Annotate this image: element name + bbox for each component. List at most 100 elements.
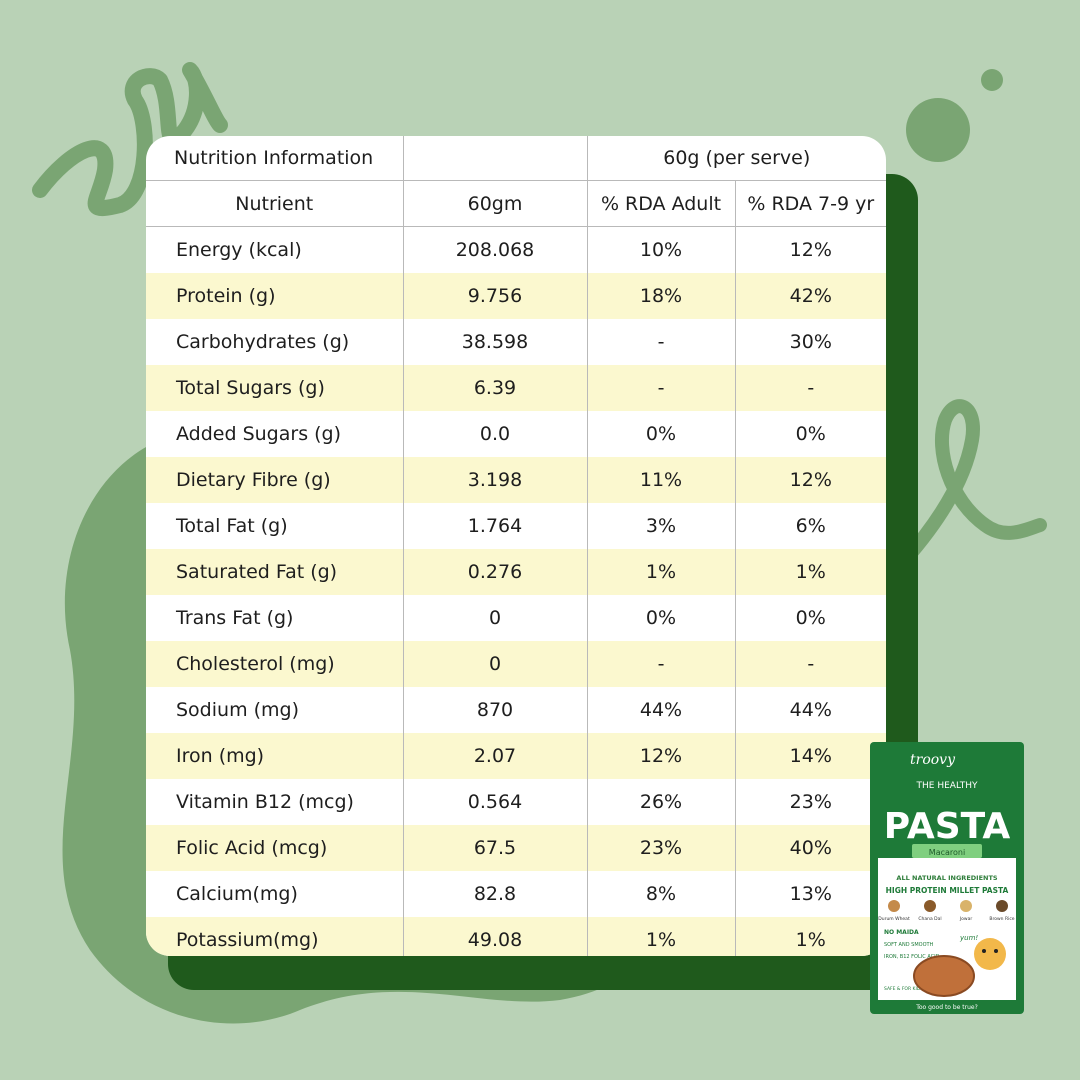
rda-adult-value: 3% <box>587 503 736 549</box>
column-header-amount: 60gm <box>403 180 588 227</box>
table-row: Iron (mg) 2.07 12% 14% <box>146 733 886 779</box>
column-header-nutrient: Nutrient <box>146 180 404 227</box>
nutrient-name: Energy (kcal) <box>146 226 404 273</box>
nutrient-name: Added Sugars (g) <box>146 411 404 457</box>
table-row: Vitamin B12 (mcg) 0.564 26% 23% <box>146 779 886 825</box>
pasta-bowl-icon <box>913 955 975 997</box>
rda-adult-value: 1% <box>587 917 736 956</box>
nutrient-amount: 3.198 <box>403 457 588 503</box>
nutrient-name: Iron (mg) <box>146 733 404 779</box>
nutrition-table: Nutrition Information 60g (per serve) Nu… <box>146 136 886 956</box>
rda-child-value: - <box>735 365 886 411</box>
nutrient-name: Dietary Fibre (g) <box>146 457 404 503</box>
nutrient-amount: 1.764 <box>403 503 588 549</box>
badge-soft: SOFT AND SMOOTH <box>884 942 934 948</box>
nutrition-card: Nutrition Information 60g (per serve) Nu… <box>146 136 886 956</box>
rda-child-value: 30% <box>789 331 832 353</box>
table-row: Carbohydrates (g) 38.598- 30% <box>146 319 886 365</box>
nutrient-name: Saturated Fat (g) <box>146 549 404 595</box>
rda-child-value: 12% <box>789 239 832 261</box>
nutrient-amount: 6.39 <box>403 365 588 411</box>
nutrient-amount: 9.756 <box>403 273 588 319</box>
nutrient-amount: 0.564 <box>403 779 588 825</box>
rda-adult-value: 10% <box>587 226 736 273</box>
dot-small <box>981 69 1003 91</box>
nutrient-name: Calcium(mg) <box>146 871 404 917</box>
table-row: Protein (g) 9.756 18% 42% <box>146 273 886 319</box>
rda-child-value: 13% <box>789 883 832 905</box>
table-title: Nutrition Information <box>146 136 404 181</box>
nutrient-amount: 0.276 <box>403 549 588 595</box>
serving-header: 60g (per serve) <box>587 136 886 181</box>
nutrient-amount: 49.08 <box>403 917 588 956</box>
rda-adult-value: 11% <box>587 457 736 503</box>
rda-adult-value: - <box>587 365 736 411</box>
ingredient-2: Chana Dal <box>918 916 941 922</box>
rda-child-value: 1% <box>735 549 886 595</box>
rda-adult-value: 26% <box>587 779 736 825</box>
table-title-row: Nutrition Information 60g (per serve) <box>146 136 886 181</box>
nutrient-name: Total Sugars (g) <box>146 365 404 411</box>
table-row: Total Fat (g) 1.764 3% 6% <box>146 503 886 549</box>
nutrient-name: Total Fat (g) <box>146 503 404 549</box>
rda-child-value: 1% <box>735 917 886 956</box>
rda-adult-value: 1% <box>587 549 736 595</box>
column-header-rda-child: % RDA 7-9 yr <box>735 180 886 227</box>
rda-child-value: 23% <box>789 791 832 813</box>
nutrient-amount: 38.598 <box>403 319 588 365</box>
table-row: Calcium(mg) 82.8 8% 13% <box>146 871 886 917</box>
scribble-loop <box>898 399 1047 567</box>
rda-child-value: 0% <box>795 423 826 445</box>
package-brand: troovy <box>910 752 956 768</box>
rda-adult-value: 12% <box>587 733 736 779</box>
rda-child-value: 0% <box>795 607 826 629</box>
ingredient-4: Brown Rice <box>989 916 1014 922</box>
rda-adult-value: - <box>587 641 736 687</box>
table-row: Energy (kcal) 208.068 10% 12% <box>146 226 886 273</box>
nutrient-amount: 2.07 <box>403 733 588 779</box>
rda-child-value: 40% <box>735 825 886 871</box>
rda-adult-value: 18% <box>587 273 736 319</box>
title-spacer <box>403 136 588 181</box>
table-row: Potassium(mg) 49.08 1% 1% <box>146 917 886 956</box>
package-yum: yum! <box>959 934 978 942</box>
badge-no-maida: NO MAIDA <box>884 929 919 936</box>
table-row: Total Sugars (g) 6.39- - <box>146 365 886 411</box>
nutrient-name: Potassium(mg) <box>146 917 404 956</box>
nutrient-amount: 67.5 <box>403 825 588 871</box>
ingredient-3: Jowar <box>959 916 973 922</box>
package-product: PASTA <box>884 806 1011 847</box>
nutrient-name: Folic Acid (mcg) <box>146 825 404 871</box>
scribble-zigzag <box>32 62 228 217</box>
rda-child-value: 42% <box>735 273 886 319</box>
rda-child-value: - <box>735 641 886 687</box>
bear-mascot-icon <box>974 938 1006 970</box>
package-claim-1: ALL NATURAL INGREDIENTS <box>896 874 997 882</box>
nutrient-name: Vitamin B12 (mcg) <box>146 779 404 825</box>
nutrient-name: Carbohydrates (g) <box>146 319 404 365</box>
nutrient-name: Sodium (mg) <box>146 687 404 733</box>
ingredient-1: Durum Wheat <box>878 916 910 922</box>
rda-child-value: 12% <box>735 457 886 503</box>
pasta-package: troovy THE HEALTHY PASTA Macaroni ALL NA… <box>870 742 1024 1014</box>
table-row: Trans Fat (g) 0 0% 0% <box>146 595 886 641</box>
rda-adult-value: 8% <box>587 871 736 917</box>
table-row: Sodium (mg) 870 44% 44% <box>146 687 886 733</box>
nutrient-amount: 870 <box>403 687 588 733</box>
rda-child-value: 14% <box>735 733 886 779</box>
package-variant: Macaroni <box>929 848 965 857</box>
rda-adult-value: 0% <box>587 595 736 641</box>
table-row: Saturated Fat (g) 0.276 1% 1% <box>146 549 886 595</box>
rda-adult-value: 0% <box>587 411 736 457</box>
badge-iron: IRON, B12 FOLIC ACID <box>884 954 940 960</box>
table-row: Folic Acid (mcg) 67.5 23% 40% <box>146 825 886 871</box>
nutrient-amount: 82.8 <box>403 871 588 917</box>
rda-adult-value: 23% <box>587 825 736 871</box>
nutrient-amount: 0.0 <box>403 411 588 457</box>
package-footer: Too good to be true? <box>915 1004 978 1011</box>
rda-child-value: 44% <box>789 699 832 721</box>
column-header-row: Nutrient 60gm % RDA Adult % RDA 7-9 yr <box>146 180 886 227</box>
package-tagline: THE HEALTHY <box>916 781 978 791</box>
badge-safe: SAFE & FOR KIDS <box>884 986 923 992</box>
rda-child-value: 6% <box>795 515 826 537</box>
